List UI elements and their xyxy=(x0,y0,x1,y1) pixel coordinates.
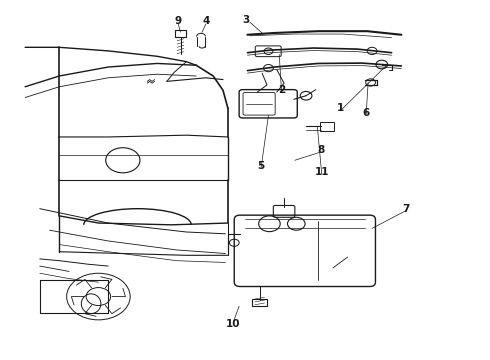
Text: 1: 1 xyxy=(337,103,344,113)
Text: 7: 7 xyxy=(403,204,410,214)
Text: 5: 5 xyxy=(258,161,265,171)
Text: 3: 3 xyxy=(243,15,249,26)
Text: 6: 6 xyxy=(363,108,370,118)
Text: 2: 2 xyxy=(278,85,285,95)
Text: 8: 8 xyxy=(317,145,324,155)
Text: 10: 10 xyxy=(226,319,241,329)
Text: 9: 9 xyxy=(174,17,182,27)
Text: 4: 4 xyxy=(202,17,210,27)
Text: 11: 11 xyxy=(315,167,329,177)
